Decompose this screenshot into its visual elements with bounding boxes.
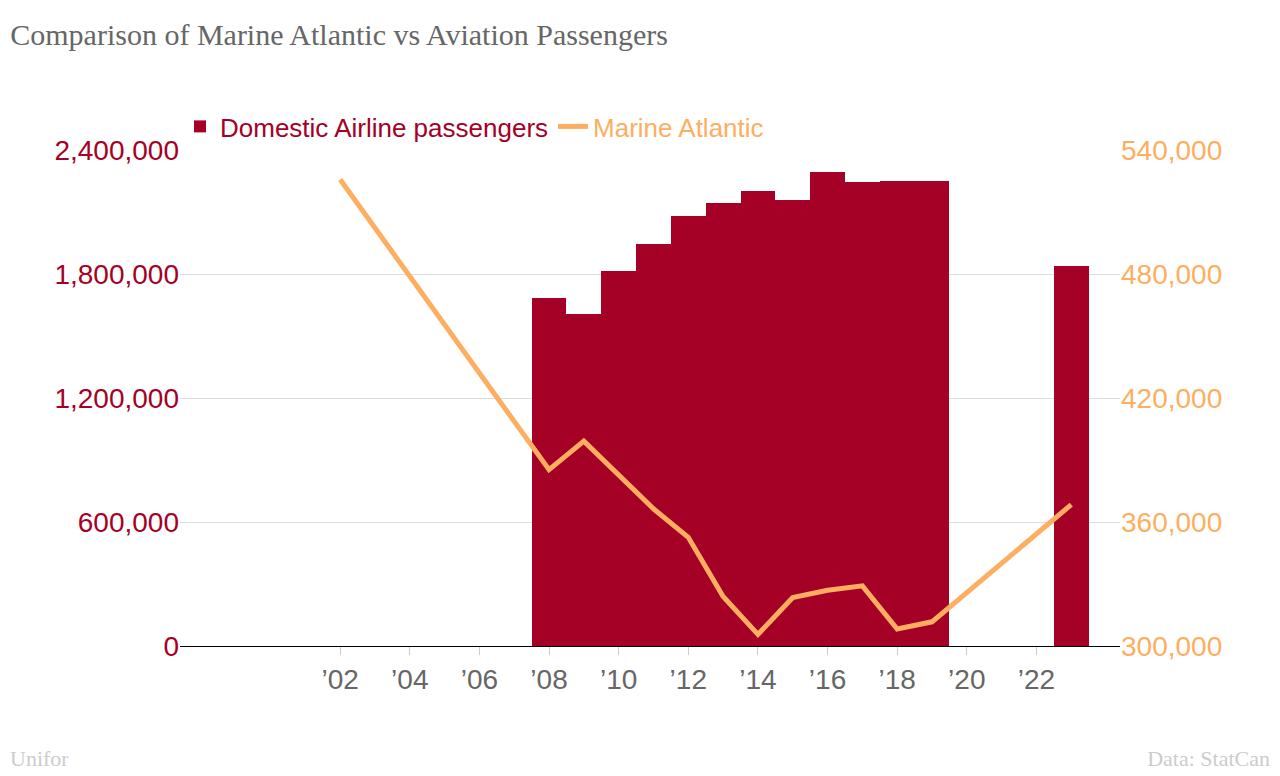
svg-text:’22: ’22 [1018, 664, 1055, 695]
svg-text:600,000: 600,000 [78, 507, 179, 538]
svg-text:2,400,000: 2,400,000 [54, 135, 179, 166]
svg-text:Comparison of Marine Atlantic: Comparison of Marine Atlantic vs Aviatio… [10, 18, 668, 51]
svg-text:’20: ’20 [948, 664, 985, 695]
svg-text:’14: ’14 [739, 664, 776, 695]
svg-text:1,800,000: 1,800,000 [54, 259, 179, 290]
svg-text:’12: ’12 [670, 664, 707, 695]
svg-text:Marine Atlantic: Marine Atlantic [593, 113, 764, 143]
svg-text:’16: ’16 [809, 664, 846, 695]
svg-text:’02: ’02 [321, 664, 358, 695]
svg-text:420,000: 420,000 [1121, 383, 1222, 414]
svg-text:’08: ’08 [530, 664, 567, 695]
svg-text:’10: ’10 [600, 664, 637, 695]
svg-text:0: 0 [163, 631, 179, 662]
svg-text:’18: ’18 [879, 664, 916, 695]
html-text:Data: StatCan: Data: StatCan [1147, 746, 1270, 771]
svg-text:’04: ’04 [391, 664, 428, 695]
svg-text:480,000: 480,000 [1121, 259, 1222, 290]
svg-text:300,000: 300,000 [1121, 631, 1222, 662]
svg-text:360,000: 360,000 [1121, 507, 1222, 538]
svg-text:1,200,000: 1,200,000 [54, 383, 179, 414]
svg-text:’06: ’06 [461, 664, 498, 695]
html-text:Unifor: Unifor [10, 746, 69, 771]
svg-text:540,000: 540,000 [1121, 135, 1222, 166]
svg-text:Domestic Airline passengers: Domestic Airline passengers [220, 113, 548, 143]
